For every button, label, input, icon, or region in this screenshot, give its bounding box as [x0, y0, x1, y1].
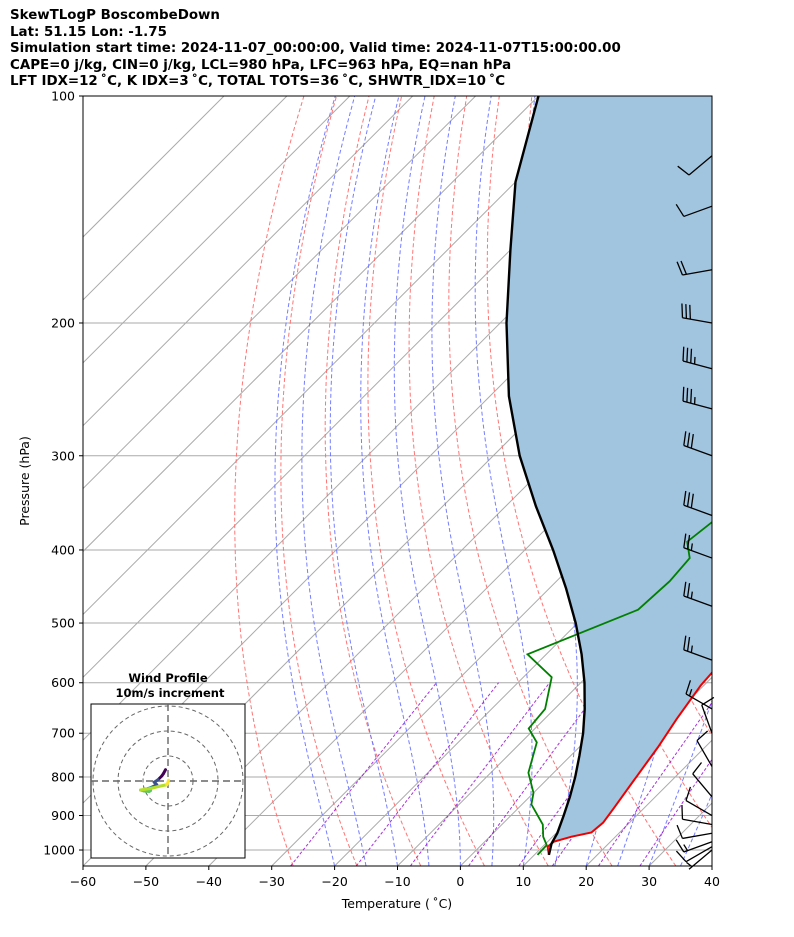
isotherm-line	[83, 96, 539, 553]
mixing-ratio-line	[597, 701, 712, 866]
wind-barb	[675, 846, 713, 863]
isotherm-line	[83, 96, 602, 616]
mixing-ratio-line	[409, 682, 550, 866]
isotherm-line	[83, 96, 351, 364]
wind-barb	[686, 849, 713, 870]
x-tick-label: 20	[578, 874, 594, 889]
moist-adiabat-line	[301, 96, 367, 866]
y-tick-label: 100	[51, 89, 75, 104]
cin-area	[506, 96, 712, 855]
y-tick-label: 1000	[43, 843, 75, 858]
isotherm-line	[83, 96, 476, 490]
isotherm-line	[397, 550, 712, 866]
hodograph-segment	[166, 778, 170, 784]
wind-barb	[676, 260, 713, 276]
y-axis-ticks: 100 200 300 400 500 600 700 800 900 1000	[43, 89, 83, 858]
title-indices: LFT IDX=12 ˚C, K IDX=3 ˚C, TOTAL TOTS=36…	[10, 74, 506, 89]
isotherm-line	[711, 865, 712, 866]
x-tick-label: −50	[133, 874, 159, 889]
profiles	[505, 96, 712, 856]
x-tick-label: −10	[384, 874, 410, 889]
moist-adiabat-line	[474, 96, 533, 866]
dry-adiabat-line	[280, 96, 358, 866]
wind-barb	[683, 533, 713, 559]
x-tick-label: −20	[321, 874, 347, 889]
x-axis-ticks: −60 −50 −40 −30 −20 −10 0 10 20 30 40	[70, 866, 720, 889]
moist-adiabat-line	[274, 96, 336, 866]
hodograph-subtitle: 10m/s increment	[116, 686, 225, 700]
isotherm-line	[334, 487, 712, 866]
mixing-ratio-line	[290, 682, 437, 866]
y-tick-label: 500	[51, 616, 75, 631]
dry-adiabat-line	[760, 96, 794, 866]
moist-adiabat-line	[360, 96, 430, 866]
isotherm-line	[83, 96, 414, 427]
moist-adiabat-line	[393, 96, 461, 866]
dewpoint-line	[525, 520, 712, 856]
cape-cin-shading	[506, 96, 712, 855]
title-location: Lat: 51.15 Lon: -1.75	[10, 24, 167, 40]
x-tick-label: −60	[70, 874, 96, 889]
y-tick-label: 800	[51, 769, 75, 784]
parcel-line	[505, 96, 586, 856]
wind-barb	[685, 680, 713, 710]
x-tick-label: −30	[259, 874, 285, 889]
dry-adiabat-line	[486, 96, 677, 866]
y-axis-label: Pressure (hPa)	[17, 436, 32, 526]
moist-adiabat-line	[431, 96, 495, 866]
y-tick-label: 400	[51, 542, 75, 557]
wind-barb	[696, 730, 713, 767]
title-station: SkewTLogP BoscombeDown	[10, 8, 220, 23]
wind-barb	[681, 303, 713, 324]
wind-barb	[675, 203, 713, 218]
isotherm-line	[83, 96, 225, 238]
hodograph-title: Wind Profile	[128, 671, 208, 685]
wind-barb	[677, 155, 713, 176]
mixing-ratio-line	[355, 682, 499, 866]
moist-adiabat-line	[711, 864, 712, 866]
x-tick-label: 0	[456, 874, 464, 889]
x-axis-label: Temperature ( ˚C)	[341, 896, 452, 911]
wind-barb	[675, 839, 713, 853]
y-tick-label: 200	[51, 315, 75, 330]
wind-barbs	[675, 155, 715, 870]
dry-adiabat-line	[727, 96, 794, 866]
wind-barb	[683, 635, 713, 661]
wind-barb	[685, 786, 713, 817]
dry-adiabat-line	[408, 96, 549, 866]
chart-title-block: SkewTLogP BoscombeDown Lat: 51.15 Lon: -…	[10, 8, 621, 91]
isotherm-line	[775, 96, 794, 866]
y-tick-label: 900	[51, 808, 75, 823]
y-tick-label: 600	[51, 675, 75, 690]
wind-barb	[683, 431, 713, 457]
hodograph-segment	[149, 784, 162, 790]
x-tick-label: −40	[196, 874, 222, 889]
y-tick-label: 700	[51, 726, 75, 741]
mixing-ratio-line	[468, 682, 605, 866]
wind-barb	[676, 824, 713, 840]
wind-barb	[682, 346, 713, 370]
x-tick-label: 30	[641, 874, 657, 889]
title-times: Simulation start time: 2024-11-07_00:00:…	[10, 41, 621, 56]
moist-adiabat-line	[329, 96, 398, 866]
title-stability: CAPE=0 j/kg, CIN=0 j/kg, LCL=980 hPa, LF…	[10, 57, 512, 73]
mixing-ratio-line	[639, 758, 712, 866]
y-tick-label: 300	[51, 448, 75, 463]
dry-adiabat-line	[324, 96, 422, 866]
temperature-line	[546, 671, 712, 856]
dry-adiabat-line	[234, 96, 305, 866]
wind-barb	[681, 804, 713, 826]
wind-barb	[683, 490, 713, 517]
hodograph-inset: Wind Profile 10m/s increment	[90, 671, 246, 859]
dry-adiabat-line	[367, 96, 485, 866]
wind-barb	[692, 762, 713, 798]
x-tick-label: 40	[704, 874, 720, 889]
isotherm-line	[83, 96, 288, 301]
x-tick-label: 10	[515, 874, 531, 889]
hodograph-segment	[139, 787, 152, 792]
wind-barb	[682, 386, 713, 410]
wind-barb	[683, 581, 713, 607]
